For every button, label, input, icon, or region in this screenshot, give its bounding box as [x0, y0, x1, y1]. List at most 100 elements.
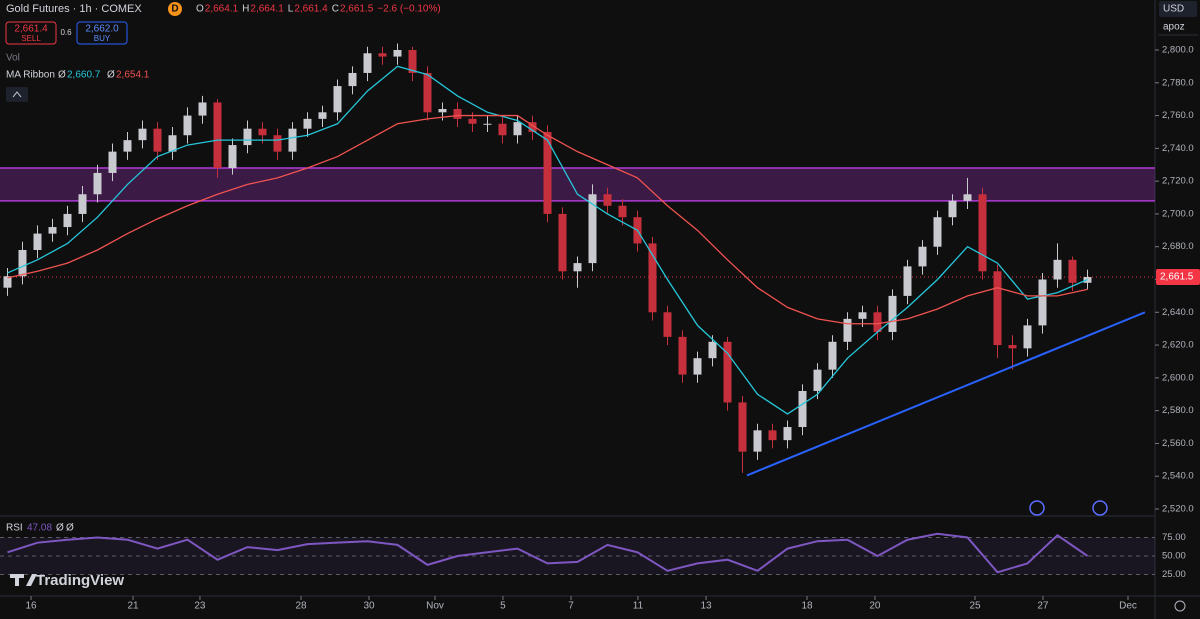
- candle-body: [1023, 325, 1032, 349]
- candle-body: [498, 123, 507, 136]
- indicator-flag: Ø: [107, 70, 115, 81]
- candle-body: [798, 390, 807, 428]
- ma-value: 2,660.7: [67, 70, 101, 81]
- symbol: Gold Futures · 1h · COMEX: [6, 3, 142, 15]
- x-tick-label: Nov: [426, 601, 444, 612]
- candle-body: [348, 72, 357, 87]
- candle-body: [753, 430, 762, 452]
- candle-body: [138, 128, 147, 141]
- candle-body: [783, 427, 792, 441]
- candle-body: [48, 227, 57, 234]
- candle-body: [228, 145, 237, 169]
- resistance-zone: [0, 168, 1155, 201]
- candle-body: [528, 122, 537, 132]
- candle-body: [123, 140, 132, 152]
- ohlc-value: 2,664.1: [205, 4, 239, 15]
- x-tick-label: 5: [500, 601, 506, 612]
- moving-average: [7, 114, 1088, 325]
- x-tick-label: 30: [363, 601, 375, 612]
- candle-body: [693, 358, 702, 375]
- candle-body: [183, 115, 192, 136]
- candle-body: [1008, 345, 1017, 349]
- candle-body: [843, 318, 852, 342]
- x-tick-label: 27: [1037, 601, 1049, 612]
- currency[interactable]: USD: [1163, 4, 1184, 15]
- candle-body: [888, 295, 897, 332]
- collapse-button[interactable]: [6, 87, 28, 102]
- badge-bg: [168, 2, 182, 16]
- candle-body: [738, 402, 747, 452]
- ohlc-key: C: [332, 4, 339, 15]
- candle-body: [258, 128, 267, 136]
- collapse-icon: [12, 91, 22, 98]
- candle-body: [663, 312, 672, 337]
- candle-body: [93, 172, 102, 195]
- ohlc-value: 2,661.5: [340, 4, 374, 15]
- sell-label[interactable]: SELL: [21, 34, 41, 43]
- trendline: [746, 311, 1146, 477]
- candle-body: [618, 205, 627, 218]
- candle-body: [993, 271, 1002, 346]
- events-icon[interactable]: [1092, 500, 1108, 516]
- candle-body: [588, 194, 597, 264]
- candle-body: [288, 128, 297, 152]
- candle-body: [108, 151, 117, 173]
- candle-body: [273, 135, 282, 152]
- candle-body: [363, 53, 372, 73]
- x-tick-label: 16: [25, 601, 37, 612]
- rsi-name: RSI: [6, 523, 23, 534]
- candle-body: [963, 194, 972, 201]
- y-tick-label: 2,640.0: [1162, 307, 1194, 318]
- currency-button[interactable]: [1159, 1, 1197, 17]
- axes: 2,520.0 2,540.0 2,560.0 2,580.0 2,600.0 2,620…: [25, 45, 1200, 612]
- candle-body: [828, 341, 837, 370]
- indicator-name: MA Ribbon: [6, 70, 55, 81]
- settings-icon[interactable]: [1174, 600, 1186, 612]
- rsi-flag: Ø: [56, 523, 64, 534]
- x-tick-label: 25: [969, 601, 981, 612]
- candle-body: [333, 86, 342, 113]
- candle-body: [543, 131, 552, 214]
- rsi-tick-label: 75.00: [1162, 532, 1186, 543]
- candle-body: [903, 266, 912, 296]
- candle-body: [468, 118, 477, 124]
- candle-body: [18, 249, 27, 277]
- candle-body: [318, 112, 327, 119]
- replay-icon[interactable]: [1029, 500, 1045, 516]
- buy-price[interactable]: 2,662.0: [85, 24, 119, 35]
- buy-button[interactable]: [76, 21, 128, 45]
- candle-body: [423, 72, 432, 113]
- candle-body: [873, 312, 882, 332]
- y-tick-label: 2,720.0: [1162, 176, 1194, 187]
- y-tick-label: 2,520.0: [1162, 504, 1194, 515]
- rsi-line: [7, 532, 1089, 574]
- candle-body: [243, 128, 252, 146]
- user: apoz: [1163, 22, 1185, 33]
- ohlc-value: 2,661.4: [294, 4, 328, 15]
- ma-value: 2,654.1: [116, 70, 150, 81]
- indicator-flag: Ø: [58, 70, 66, 81]
- rsi-pane: [0, 532, 1155, 575]
- sell-price[interactable]: 2,661.4: [14, 24, 48, 35]
- sell-button[interactable]: [5, 21, 57, 45]
- buy-label[interactable]: BUY: [94, 34, 111, 43]
- change: −2.6 (−0.10%): [377, 4, 440, 15]
- candle-body: [168, 135, 177, 152]
- y-tick-label: 2,760.0: [1162, 110, 1194, 121]
- x-tick-label: 28: [295, 601, 307, 612]
- y-tick-label: 2,680.0: [1162, 241, 1194, 252]
- badge: D: [171, 4, 178, 15]
- rsi-tick-label: 25.00: [1162, 569, 1186, 580]
- candle-body: [648, 243, 657, 313]
- logo: TradingView: [36, 572, 124, 589]
- x-tick-label: 20: [869, 601, 881, 612]
- ohlc-value: 2,664.1: [250, 4, 284, 15]
- ohlc-key: H: [242, 4, 249, 15]
- candle-body: [483, 123, 492, 125]
- last-price-box: [1156, 269, 1200, 286]
- x-tick-label: 13: [700, 601, 712, 612]
- y-tick-label: 2,780.0: [1162, 77, 1194, 88]
- candle-body: [513, 122, 522, 136]
- candle-body: [978, 194, 987, 272]
